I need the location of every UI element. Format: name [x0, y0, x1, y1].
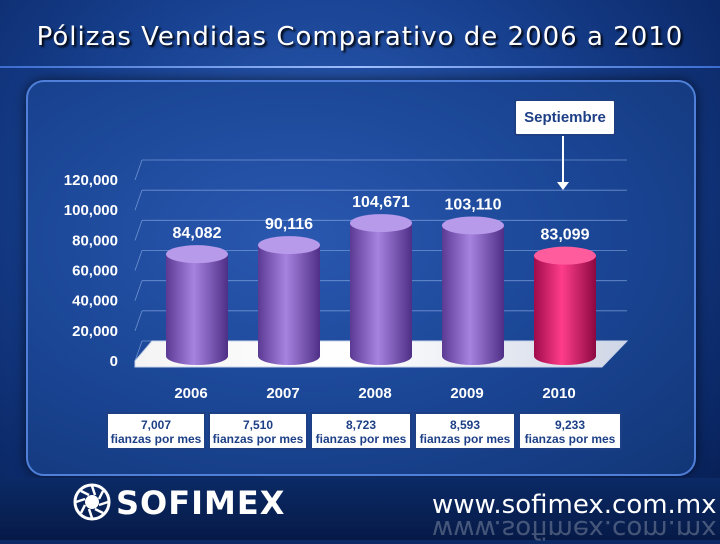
fianzas-label: fianzas por mes	[212, 432, 304, 446]
x-tick-label: 2008	[358, 385, 391, 402]
y-tick-label: 120,000	[64, 172, 118, 189]
bar-2009	[442, 225, 504, 365]
bar-top-2008	[350, 214, 412, 233]
x-tick-label: 2006	[174, 385, 207, 402]
bar-top-2007	[258, 236, 320, 255]
y-tick-label: 80,000	[72, 232, 118, 249]
footer-url[interactable]: www.sofimex.com.mx	[432, 490, 717, 520]
bar-2006	[166, 254, 228, 365]
fianzas-value: 8,593	[449, 418, 481, 432]
gridline-side	[134, 250, 143, 271]
gridline-side	[134, 159, 143, 181]
data-label: 83,099	[541, 227, 590, 244]
y-tick-label: 60,000	[72, 263, 118, 280]
bar-2007	[258, 245, 320, 365]
fianzas-label: fianzas por mes	[524, 432, 616, 446]
callout-septiembre: Septiembre	[514, 99, 616, 136]
bar-top-2009	[442, 216, 504, 235]
gridline-side	[134, 190, 143, 211]
fianzas-box-2008: 8,723 fianzas por mes	[310, 412, 412, 450]
fianzas-box-2007: 7,510 fianzas por mes	[208, 412, 308, 450]
fianzas-value: 8,723	[345, 418, 377, 432]
data-label: 84,082	[173, 225, 222, 242]
x-tick-label: 2009	[450, 385, 483, 402]
fianzas-box-2009: 8,593 fianzas por mes	[414, 412, 516, 450]
fianzas-label: fianzas por mes	[110, 432, 202, 446]
bar-top-2006	[166, 245, 228, 264]
footer-brand: SOFIMEX	[116, 484, 286, 522]
data-label: 103,110	[445, 196, 502, 213]
fianzas-value: 7,510	[242, 418, 274, 432]
fianzas-label: fianzas por mes	[315, 432, 407, 446]
fianzas-label: fianzas por mes	[419, 432, 511, 446]
y-tick-label: 20,000	[72, 323, 118, 340]
y-tick-label: 100,000	[64, 202, 118, 219]
y-tick-label: 0	[110, 353, 118, 370]
footer-bar	[0, 478, 720, 540]
callout-arrowhead	[557, 182, 569, 190]
gridline-side	[134, 340, 143, 362]
x-tick-label: 2010	[542, 385, 575, 402]
fianzas-value: 7,007	[140, 418, 172, 432]
sofimex-logo-icon	[73, 483, 111, 521]
gridline-side	[134, 220, 143, 241]
fianzas-box-2010: 9,233 fianzas por mes	[518, 412, 622, 450]
fianzas-value: 9,233	[554, 418, 586, 432]
bar-2008	[350, 223, 412, 365]
bar-top-2010	[534, 246, 596, 265]
fianzas-box-2006: 7,007 fianzas por mes	[106, 412, 206, 450]
gridline-side	[134, 310, 143, 331]
bar-2010	[534, 255, 596, 365]
gridline-side	[134, 280, 143, 301]
slide-title: Pólizas Vendidas Comparativo de 2006 a 2…	[36, 22, 684, 52]
data-label: 104,671	[352, 194, 410, 211]
data-label: 90,116	[265, 216, 313, 233]
x-tick-label: 2007	[266, 385, 299, 402]
y-tick-label: 40,000	[72, 293, 118, 310]
title-divider	[0, 66, 720, 68]
